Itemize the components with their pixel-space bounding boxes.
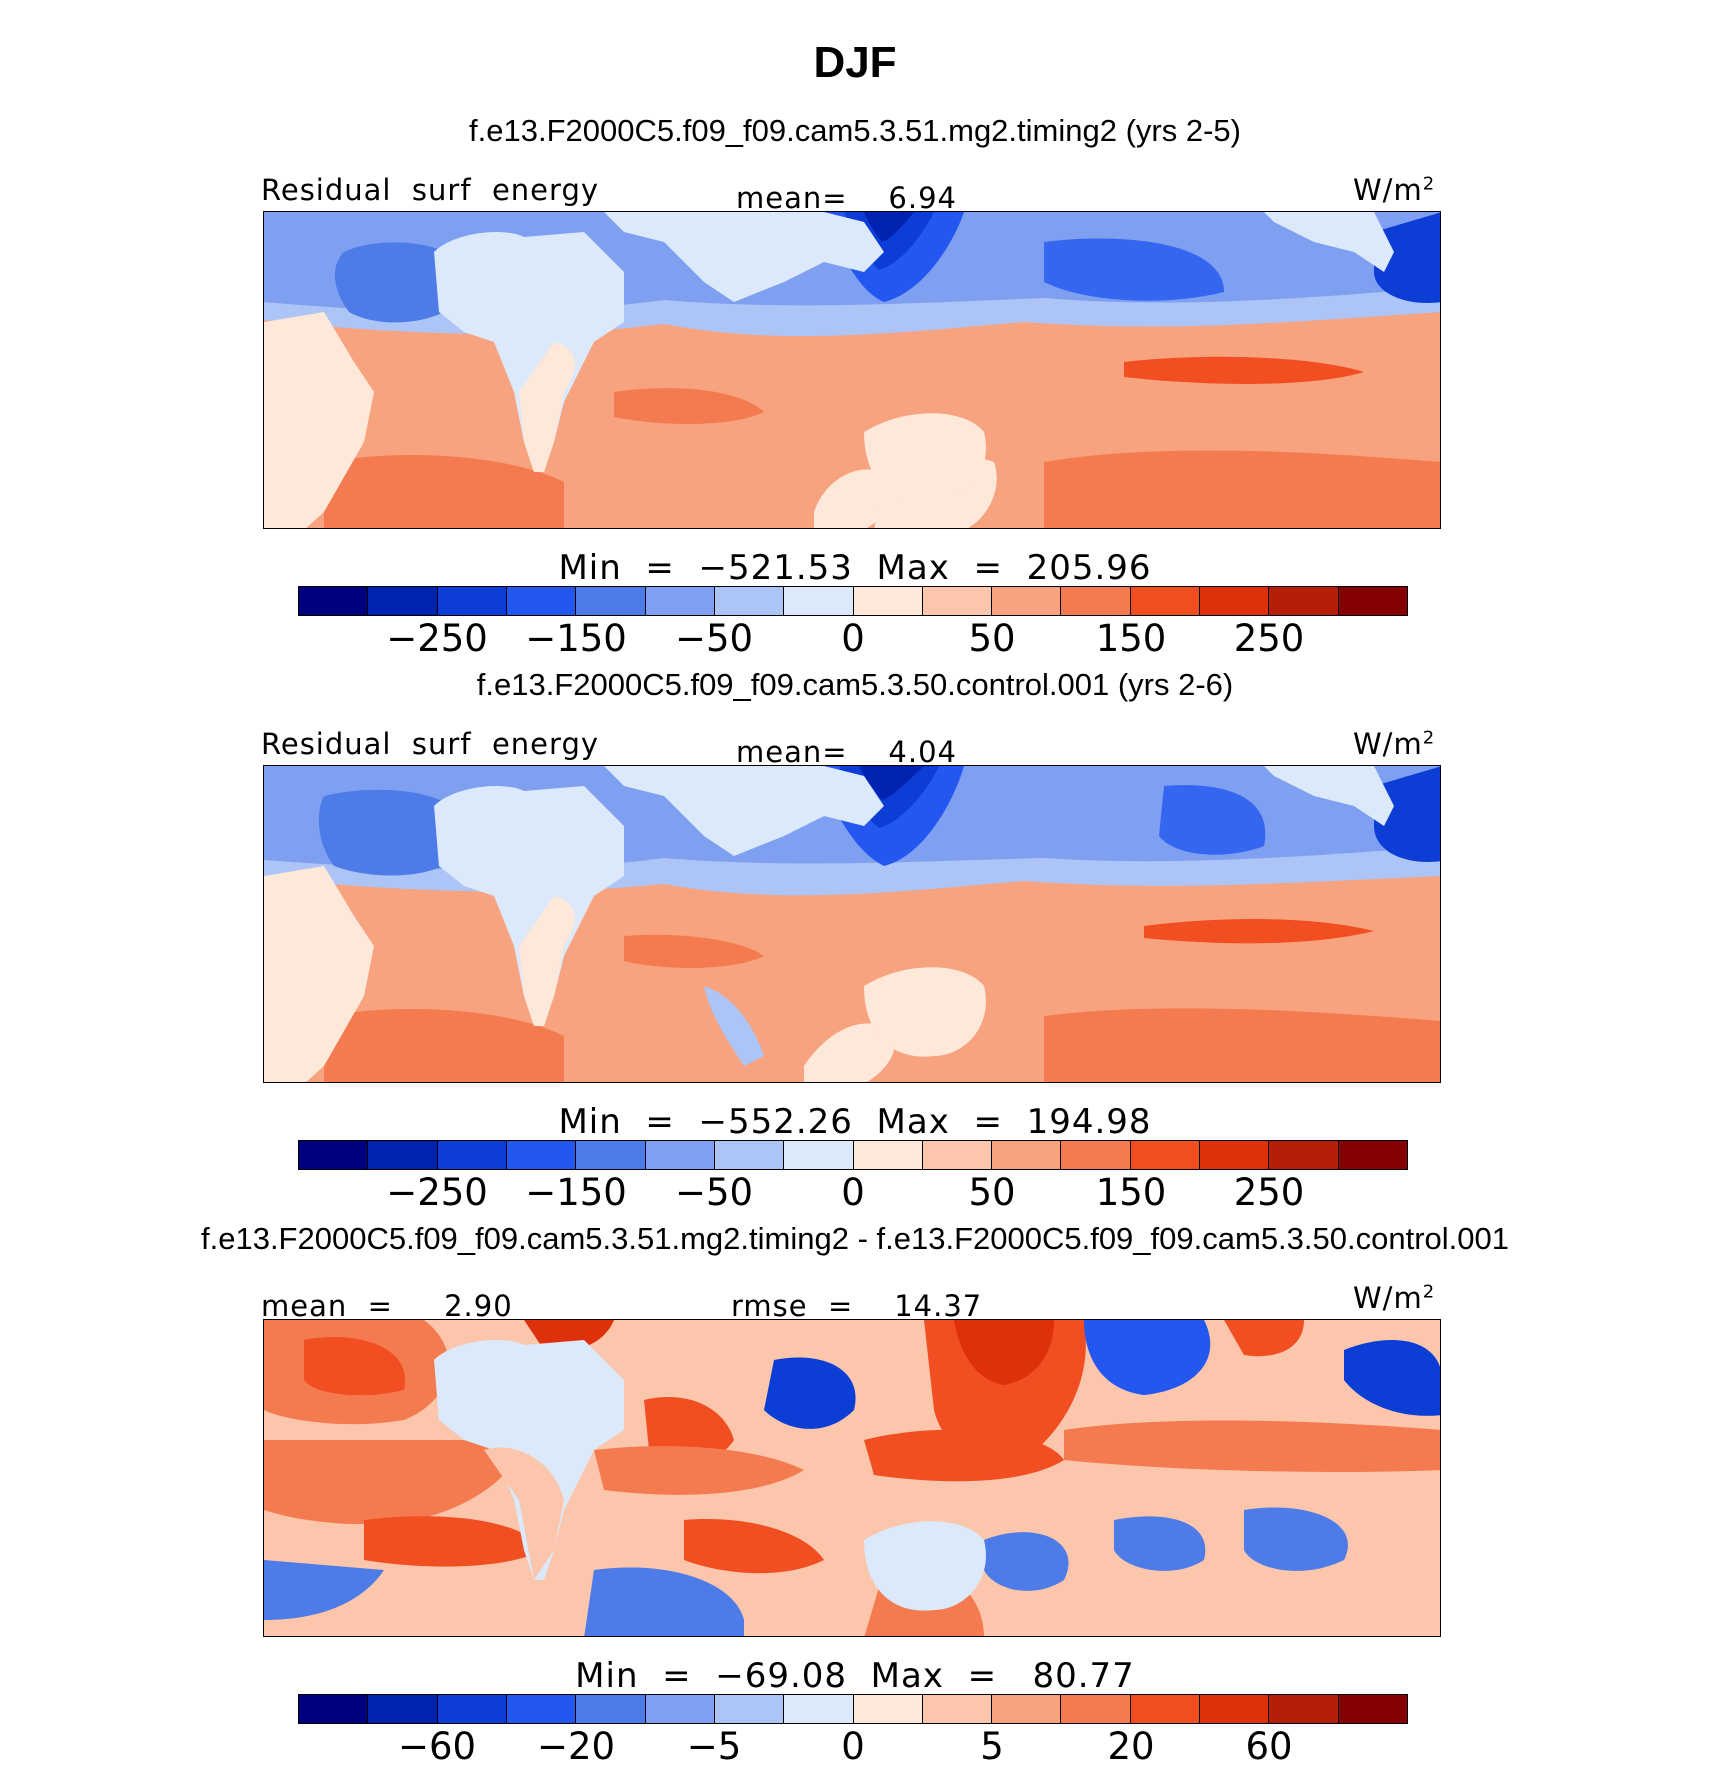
colorbar-swatch (784, 1141, 854, 1169)
panel2-subtitle: f.e13.F2000C5.f09_f09.cam5.3.50.control.… (476, 667, 1234, 702)
panel1-tick: 50 (968, 617, 1016, 660)
colorbar-swatch (1269, 1141, 1339, 1169)
panel2-left-label: Residual surf energy (261, 727, 600, 761)
colorbar-swatch (576, 587, 646, 615)
panel2-units: W/m2 (1353, 727, 1436, 761)
panel3-tick: −20 (536, 1725, 616, 1768)
panel1-tick: 250 (1233, 617, 1305, 660)
colorbar-swatch (1130, 1141, 1201, 1169)
colorbar-swatch (1130, 587, 1201, 615)
panel3-tick: 0 (841, 1725, 865, 1768)
colorbar-swatch (299, 1141, 369, 1169)
colorbar-swatch (437, 587, 507, 615)
colorbar-swatch (645, 1695, 715, 1723)
panel3-colorbar (298, 1694, 1408, 1724)
colorbar-swatch (1130, 1695, 1201, 1723)
panel1-tick: −150 (525, 617, 627, 660)
panel3-mean-label: mean = 2.90 (261, 1289, 513, 1323)
colorbar-swatch (922, 1141, 993, 1169)
panel3-subtitle: f.e13.F2000C5.f09_f09.cam5.3.51.mg2.timi… (201, 1221, 1509, 1256)
panel3-rmse-label: rmse = 14.37 (731, 1289, 983, 1323)
colorbar-swatch (299, 587, 369, 615)
colorbar-swatch (1338, 1141, 1407, 1169)
panel3-map (263, 1319, 1441, 1637)
panel3-units: W/m2 (1353, 1281, 1436, 1315)
colorbar-swatch (576, 1141, 646, 1169)
panel3-tick: 60 (1245, 1725, 1293, 1768)
colorbar-swatch (1061, 1695, 1131, 1723)
panel2-tick: 250 (1233, 1171, 1305, 1214)
panel2-tick: −50 (674, 1171, 754, 1214)
panel2-min-max: Min = −552.26 Max = 194.98 (558, 1102, 1152, 1142)
colorbar-swatch (1200, 1695, 1270, 1723)
panel2-colorbar (298, 1140, 1408, 1170)
colorbar-swatch (299, 1695, 369, 1723)
panel3-min-max: Min = −69.08 Max = 80.77 (575, 1656, 1135, 1696)
panel3-tick: 5 (980, 1725, 1004, 1768)
colorbar-swatch (992, 1695, 1062, 1723)
colorbar-swatch (1061, 1141, 1131, 1169)
panel3-tick: −60 (397, 1725, 477, 1768)
panel2-mean-label: mean= 4.04 (736, 735, 957, 769)
panel1-tick: −250 (386, 617, 488, 660)
panel1-tick: −50 (674, 617, 754, 660)
colorbar-swatch (853, 1695, 923, 1723)
colorbar-swatch (506, 1141, 577, 1169)
page-title: DJF (813, 38, 897, 87)
panel1-left-label: Residual surf energy (261, 173, 600, 207)
colorbar-swatch (1269, 1695, 1339, 1723)
colorbar-swatch (576, 1695, 646, 1723)
colorbar-swatch (437, 1141, 507, 1169)
colorbar-swatch (784, 587, 854, 615)
panel2-tick: −150 (525, 1171, 627, 1214)
colorbar-swatch (368, 1141, 438, 1169)
colorbar-swatch (784, 1695, 854, 1723)
colorbar-swatch (714, 1141, 785, 1169)
colorbar-swatch (437, 1695, 507, 1723)
colorbar-swatch (922, 1695, 993, 1723)
colorbar-swatch (1338, 587, 1407, 615)
colorbar-swatch (714, 587, 785, 615)
colorbar-swatch (992, 1141, 1062, 1169)
colorbar-swatch (1061, 587, 1131, 615)
panel2-tick: 50 (968, 1171, 1016, 1214)
colorbar-swatch (853, 587, 923, 615)
panel1-map (263, 211, 1441, 529)
panel1-mean-label: mean= 6.94 (736, 181, 957, 215)
colorbar-swatch (922, 587, 993, 615)
colorbar-swatch (1200, 1141, 1270, 1169)
panel1-units: W/m2 (1353, 173, 1436, 207)
colorbar-swatch (1269, 587, 1339, 615)
colorbar-swatch (1338, 1695, 1407, 1723)
colorbar-swatch (1200, 587, 1270, 615)
panel2-map (263, 765, 1441, 1083)
panel3-tick: −5 (686, 1725, 742, 1768)
panel3-tick: 20 (1107, 1725, 1155, 1768)
colorbar-swatch (506, 587, 577, 615)
panel2-tick: 0 (841, 1171, 865, 1214)
panel1-min-max: Min = −521.53 Max = 205.96 (558, 548, 1152, 588)
panel1-tick: 0 (841, 617, 865, 660)
panel2-tick: −250 (386, 1171, 488, 1214)
colorbar-swatch (506, 1695, 577, 1723)
colorbar-swatch (368, 1695, 438, 1723)
panel2-tick: 150 (1095, 1171, 1167, 1214)
colorbar-swatch (992, 587, 1062, 615)
colorbar-swatch (645, 587, 715, 615)
colorbar-swatch (714, 1695, 785, 1723)
panel1-subtitle: f.e13.F2000C5.f09_f09.cam5.3.51.mg2.timi… (469, 113, 1241, 148)
colorbar-swatch (368, 587, 438, 615)
colorbar-swatch (853, 1141, 923, 1169)
panel1-colorbar (298, 586, 1408, 616)
colorbar-swatch (645, 1141, 715, 1169)
panel1-tick: 150 (1095, 617, 1167, 660)
